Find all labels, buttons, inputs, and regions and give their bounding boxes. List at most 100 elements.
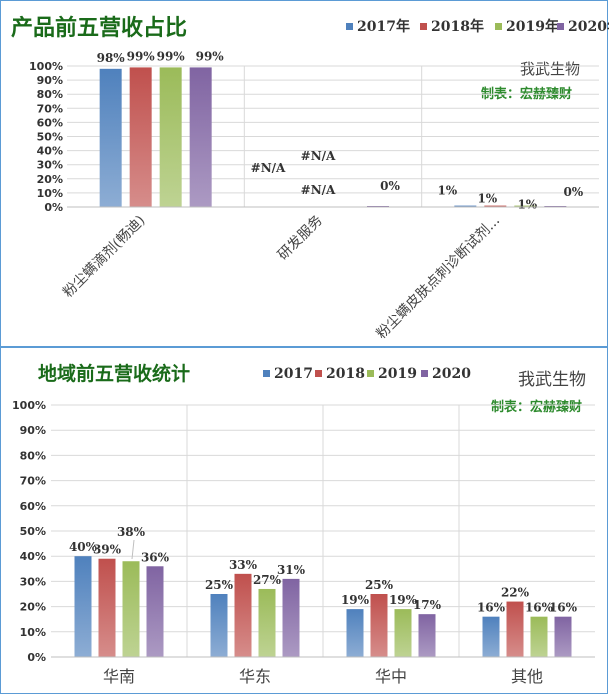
data-label: 31% bbox=[277, 563, 306, 577]
product-revenue-chart-panel: 产品前五营收占比 我武生物 制表：宏赫臻财 0% 10% 20% 30% 40% 50% 6… bbox=[0, 0, 609, 347]
legend-swatch bbox=[495, 23, 502, 30]
y-tick-label: 40% bbox=[20, 550, 46, 563]
legend-swatch bbox=[263, 370, 270, 377]
legend-swatch bbox=[315, 370, 322, 377]
data-label: 36% bbox=[141, 550, 170, 564]
chart-title: 产品前五营收占比 bbox=[11, 15, 187, 41]
bar bbox=[159, 67, 182, 207]
bar bbox=[554, 616, 572, 657]
data-label: 22% bbox=[501, 586, 530, 600]
data-label: 33% bbox=[229, 558, 258, 572]
legend-label: 2017 bbox=[274, 366, 313, 382]
y-tick-label: 20% bbox=[20, 601, 46, 614]
chart-credit: 制表：宏赫臻财 bbox=[491, 399, 582, 415]
data-label: 25% bbox=[205, 578, 234, 592]
y-tick-label: 30% bbox=[37, 159, 63, 172]
y-tick-label: 50% bbox=[20, 525, 46, 538]
x-tick-label: 粉尘螨皮肤点刺诊断试剂... bbox=[374, 213, 504, 343]
x-tick-label: 华东 bbox=[239, 667, 271, 686]
region-revenue-chart: 地域前五营收统计 我武生物 制表：宏赫臻财 0% 10% 20% 30% 40% 50% 6… bbox=[12, 362, 595, 686]
data-label: 19% bbox=[389, 593, 418, 607]
bar bbox=[530, 616, 548, 657]
legend-label: 2019 bbox=[378, 366, 417, 382]
bar bbox=[346, 609, 364, 657]
legend-swatch bbox=[557, 23, 564, 30]
data-label: 38% bbox=[117, 525, 146, 539]
legend-label: 2020年 bbox=[568, 18, 609, 35]
legend-label: 2018 bbox=[326, 366, 365, 382]
y-tick-label: 100% bbox=[29, 60, 63, 73]
region-revenue-chart-panel: 地域前五营收统计 我武生物 制表：宏赫臻财 0% 10% 20% 30% 40% 50% 6… bbox=[0, 347, 608, 694]
data-label: 1% bbox=[517, 198, 537, 212]
y-tick-label: 60% bbox=[20, 500, 46, 513]
y-tick-label: 10% bbox=[20, 626, 46, 639]
y-tick-label: 40% bbox=[37, 145, 63, 158]
legend-label: 2019年 bbox=[506, 18, 559, 35]
data-label: 99% bbox=[127, 49, 156, 63]
y-tick-label: 80% bbox=[37, 88, 63, 101]
legend-label: 2020 bbox=[432, 366, 471, 382]
data-label: 27% bbox=[253, 573, 282, 587]
data-label: 39% bbox=[93, 543, 122, 557]
y-tick-label: 50% bbox=[37, 131, 63, 144]
label-leader-line bbox=[131, 539, 135, 560]
product-revenue-chart: 产品前五营收占比 我武生物 制表：宏赫臻财 0%10%20%30%40%50%6… bbox=[11, 15, 609, 343]
x-tick-label: 研发服务 bbox=[275, 213, 326, 264]
bar bbox=[482, 616, 500, 657]
chart-title: 地域前五营收统计 bbox=[38, 362, 190, 385]
y-tick-label: 100% bbox=[12, 399, 46, 412]
bar bbox=[146, 566, 164, 657]
data-label: 17% bbox=[413, 598, 442, 612]
legend-label: 2018年 bbox=[431, 18, 484, 35]
bar bbox=[394, 609, 412, 657]
y-tick-label: 20% bbox=[37, 173, 63, 186]
bar bbox=[74, 556, 92, 657]
x-tick-label: 其他 bbox=[511, 667, 543, 686]
y-tick-label: 0% bbox=[27, 651, 46, 664]
company-name: 我武生物 bbox=[518, 370, 586, 390]
bar bbox=[234, 573, 252, 657]
y-tick-label: 90% bbox=[37, 74, 63, 87]
y-tick-label: 80% bbox=[20, 449, 46, 462]
data-label: 0% bbox=[563, 185, 583, 199]
x-tick-label: 华中 bbox=[375, 667, 407, 686]
data-label: 99% bbox=[157, 49, 186, 63]
data-label: 0% bbox=[380, 179, 400, 193]
x-tick-label: 粉尘螨滴剂(畅迪) bbox=[59, 212, 148, 301]
bar bbox=[98, 558, 116, 657]
legend-swatch bbox=[420, 23, 427, 30]
bar bbox=[129, 67, 152, 207]
bar bbox=[99, 68, 122, 207]
legend-label: 2017年 bbox=[357, 18, 410, 35]
bar bbox=[258, 588, 276, 657]
data-label: 1% bbox=[437, 184, 457, 198]
data-label: #N/A bbox=[251, 161, 286, 175]
company-name: 我武生物 bbox=[520, 60, 580, 78]
data-label: 16% bbox=[477, 601, 506, 615]
data-label: 99% bbox=[196, 49, 225, 63]
data-label: 98% bbox=[97, 51, 126, 65]
legend-swatch bbox=[421, 370, 428, 377]
legend-swatch bbox=[367, 370, 374, 377]
bar bbox=[484, 205, 507, 207]
bar bbox=[370, 594, 388, 657]
x-tick-label: 华南 bbox=[103, 667, 135, 686]
bar bbox=[122, 561, 140, 657]
y-tick-label: 70% bbox=[37, 102, 63, 115]
data-label: 19% bbox=[341, 593, 370, 607]
data-label: 1% bbox=[477, 192, 497, 206]
y-tick-label: 0% bbox=[44, 201, 63, 214]
data-label: #N/A bbox=[301, 183, 336, 197]
bar bbox=[210, 594, 228, 657]
bar bbox=[189, 67, 212, 207]
bar bbox=[282, 578, 300, 657]
y-tick-label: 30% bbox=[20, 575, 46, 588]
bar bbox=[418, 614, 436, 657]
y-tick-label: 70% bbox=[20, 475, 46, 488]
bar bbox=[454, 205, 477, 207]
y-tick-label: 10% bbox=[37, 187, 63, 200]
data-label: 25% bbox=[365, 578, 394, 592]
data-label: #N/A bbox=[301, 149, 336, 163]
data-label: 40% bbox=[69, 540, 98, 554]
y-tick-label: 90% bbox=[20, 424, 46, 437]
